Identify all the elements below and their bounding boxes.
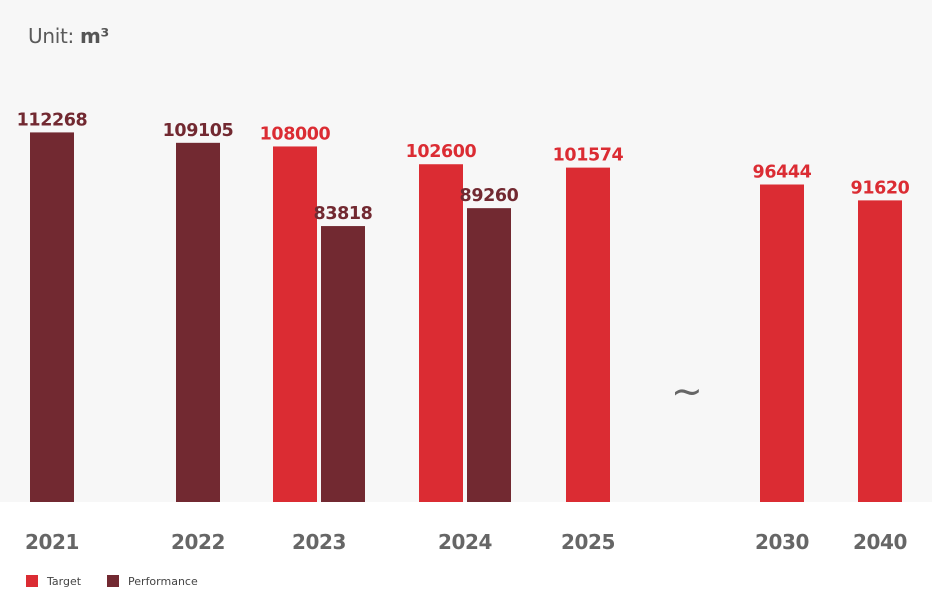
bar-target-2023 (273, 146, 317, 502)
bar-target-2025 (566, 167, 610, 502)
data-label-target-2023: 108000 (260, 124, 331, 144)
x-tick-2021: 2021 (25, 530, 79, 554)
data-label-target-2025: 101574 (553, 146, 624, 166)
data-label-performance-2024: 89260 (460, 186, 519, 206)
legend-swatch-performance (107, 575, 120, 587)
x-tick-2025: 2025 (561, 530, 615, 554)
x-tick-2022: 2022 (171, 530, 225, 554)
bar-performance-2024 (467, 208, 511, 502)
bar-target-2030 (760, 184, 804, 503)
data-label-performance-2022: 109105 (163, 121, 234, 141)
bar-performance-2023 (321, 226, 365, 502)
legend-item-target: Target (26, 575, 81, 588)
data-label-target-2030: 96444 (753, 163, 812, 183)
bar-target-2024 (419, 164, 463, 502)
legend: Target Performance (26, 573, 224, 589)
axis-break-symbol: ~ (671, 369, 703, 413)
unit-value: m³ (80, 24, 110, 48)
data-label-performance-2021: 112268 (17, 110, 88, 130)
x-tick-2023: 2023 (292, 530, 346, 554)
legend-item-performance: Performance (107, 575, 198, 588)
legend-swatch-target (26, 575, 38, 587)
data-label-target-2040: 91620 (851, 178, 910, 198)
bar-performance-2021 (30, 132, 74, 502)
unit-prefix: Unit: (28, 24, 81, 48)
x-tick-2040: 2040 (853, 530, 907, 554)
bar-performance-2022 (176, 142, 220, 502)
bar-target-2040 (858, 200, 902, 502)
unit-label: Unit: m³ (28, 24, 109, 48)
x-tick-2024: 2024 (438, 530, 492, 554)
x-tick-2030: 2030 (755, 530, 809, 554)
data-label-performance-2023: 83818 (314, 204, 373, 224)
data-label-target-2024: 102600 (406, 142, 477, 162)
legend-label-target: Target (47, 574, 82, 588)
legend-label-performance: Performance (128, 574, 198, 588)
